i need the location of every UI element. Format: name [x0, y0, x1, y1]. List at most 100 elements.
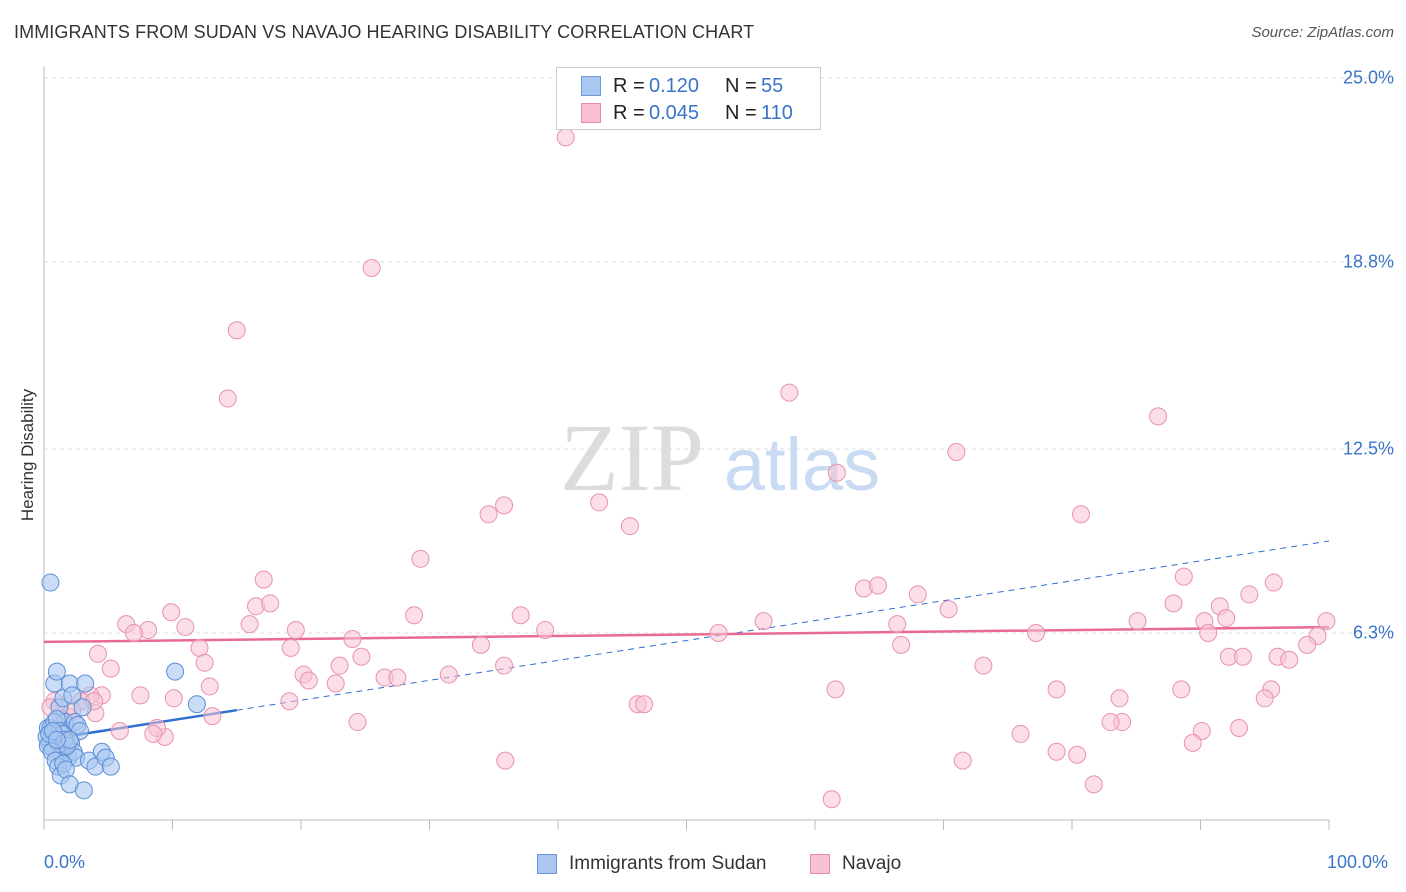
sudan-point [47, 662, 66, 681]
sudan-point [76, 674, 95, 693]
navajo-point [1047, 742, 1066, 761]
navajo-point [868, 576, 887, 595]
navajo-point [496, 751, 515, 770]
x-tick-label-min: 0.0% [44, 852, 86, 872]
navajo-point [1047, 680, 1066, 699]
navajo-swatch-icon [581, 103, 601, 123]
navajo-point [1101, 713, 1120, 732]
r-label: R = [613, 101, 645, 124]
navajo-point [511, 606, 530, 625]
navajo-point [471, 635, 490, 654]
navajo-point [330, 656, 349, 675]
navajo-point [827, 463, 846, 482]
sudan-point [74, 781, 93, 800]
n-label: N = [725, 101, 757, 124]
stats-legend: R = 0.120 N = 55 R = 0.045 N = 110 [556, 67, 821, 130]
navajo-point [908, 585, 927, 604]
navajo-point [352, 647, 371, 666]
navajo-point [227, 321, 246, 340]
navajo-point [479, 505, 498, 524]
navajo-point [1071, 505, 1090, 524]
navajo-point [888, 615, 907, 634]
watermark-zip: ZIP [560, 404, 704, 511]
navajo-point [590, 493, 609, 512]
navajo-point [348, 713, 367, 732]
legend-item-navajo[interactable]: Navajo [810, 852, 901, 876]
navajo-point [101, 659, 120, 678]
sudan-legend-icon [537, 854, 557, 874]
navajo-point [495, 656, 514, 675]
navajo-point [1183, 733, 1202, 752]
chart-title: IMMIGRANTS FROM SUDAN VS NAVAJO HEARING … [14, 22, 755, 42]
axes [43, 66, 1330, 830]
navajo-point [1110, 689, 1129, 708]
navajo-point [1317, 612, 1336, 631]
sudan-point [73, 698, 92, 717]
navajo-point [261, 594, 280, 613]
navajo-point [286, 621, 305, 640]
navajo-point [200, 677, 219, 696]
navajo-point [939, 600, 958, 619]
navajo-point [635, 695, 654, 714]
navajo-point [1011, 724, 1030, 743]
sudan-point [166, 662, 185, 681]
navajo-point [1298, 635, 1317, 654]
navajo-point [780, 383, 799, 402]
navajo-point [536, 621, 555, 640]
legend-label-sudan: Immigrants from Sudan [569, 853, 767, 874]
sudan-point [63, 686, 82, 705]
navajo-point [203, 707, 222, 726]
navajo-point [280, 692, 299, 711]
source-label: Source: ZipAtlas.com [1251, 24, 1394, 41]
navajo-point [164, 689, 183, 708]
y-tick-label: 25.0% [1342, 67, 1394, 88]
sudan-trend-extension [236, 540, 1330, 711]
navajo-point [892, 635, 911, 654]
navajo-point [195, 653, 214, 672]
sudan-swatch-icon [581, 76, 601, 96]
y-tick-label: 6.3% [1352, 622, 1394, 643]
navajo-point [556, 128, 575, 147]
navajo-trend-line [43, 625, 1330, 644]
n-value: 55 [761, 74, 784, 97]
navajo-point [405, 606, 424, 625]
y-tick-label: 12.5% [1342, 438, 1394, 459]
sudan-point [56, 760, 75, 779]
navajo-point [343, 629, 362, 648]
stats-legend-row-sudan: R = 0.120 N = 55 [581, 74, 783, 98]
navajo-point [1128, 612, 1147, 631]
stats-legend-row-navajo: R = 0.045 N = 110 [581, 101, 793, 125]
navajo-point [1027, 624, 1046, 643]
navajo-point [953, 751, 972, 770]
navajo-point [411, 549, 430, 568]
r-value: 0.045 [649, 101, 700, 124]
navajo-point [144, 724, 163, 743]
navajo-point [388, 668, 407, 687]
navajo-point [1068, 745, 1087, 764]
navajo-point [1084, 775, 1103, 794]
navajo-point [88, 644, 107, 663]
navajo-point [176, 618, 195, 637]
y-tick-label: 18.8% [1342, 251, 1394, 272]
navajo-point [1230, 718, 1249, 737]
legend-item-sudan[interactable]: Immigrants from Sudan [537, 852, 766, 876]
sudan-point [101, 757, 120, 776]
navajo-point [1255, 689, 1274, 708]
navajo-point [254, 570, 273, 589]
navajo-point [124, 624, 143, 643]
navajo-point [1172, 680, 1191, 699]
navajo-point [131, 686, 150, 705]
trend-lines [43, 540, 1330, 742]
navajo-point [1264, 573, 1283, 592]
navajo-point [1240, 585, 1259, 604]
navajo-point [709, 624, 728, 643]
watermark: ZIP atlas [560, 404, 880, 511]
navajo-point [1280, 650, 1299, 669]
x-tick-label-max: 100.0% [1327, 852, 1389, 872]
n-label: N = [725, 74, 757, 97]
navajo-point [110, 721, 129, 740]
navajo-point [281, 638, 300, 657]
grid-lines [44, 77, 1392, 634]
navajo-point [299, 671, 318, 690]
